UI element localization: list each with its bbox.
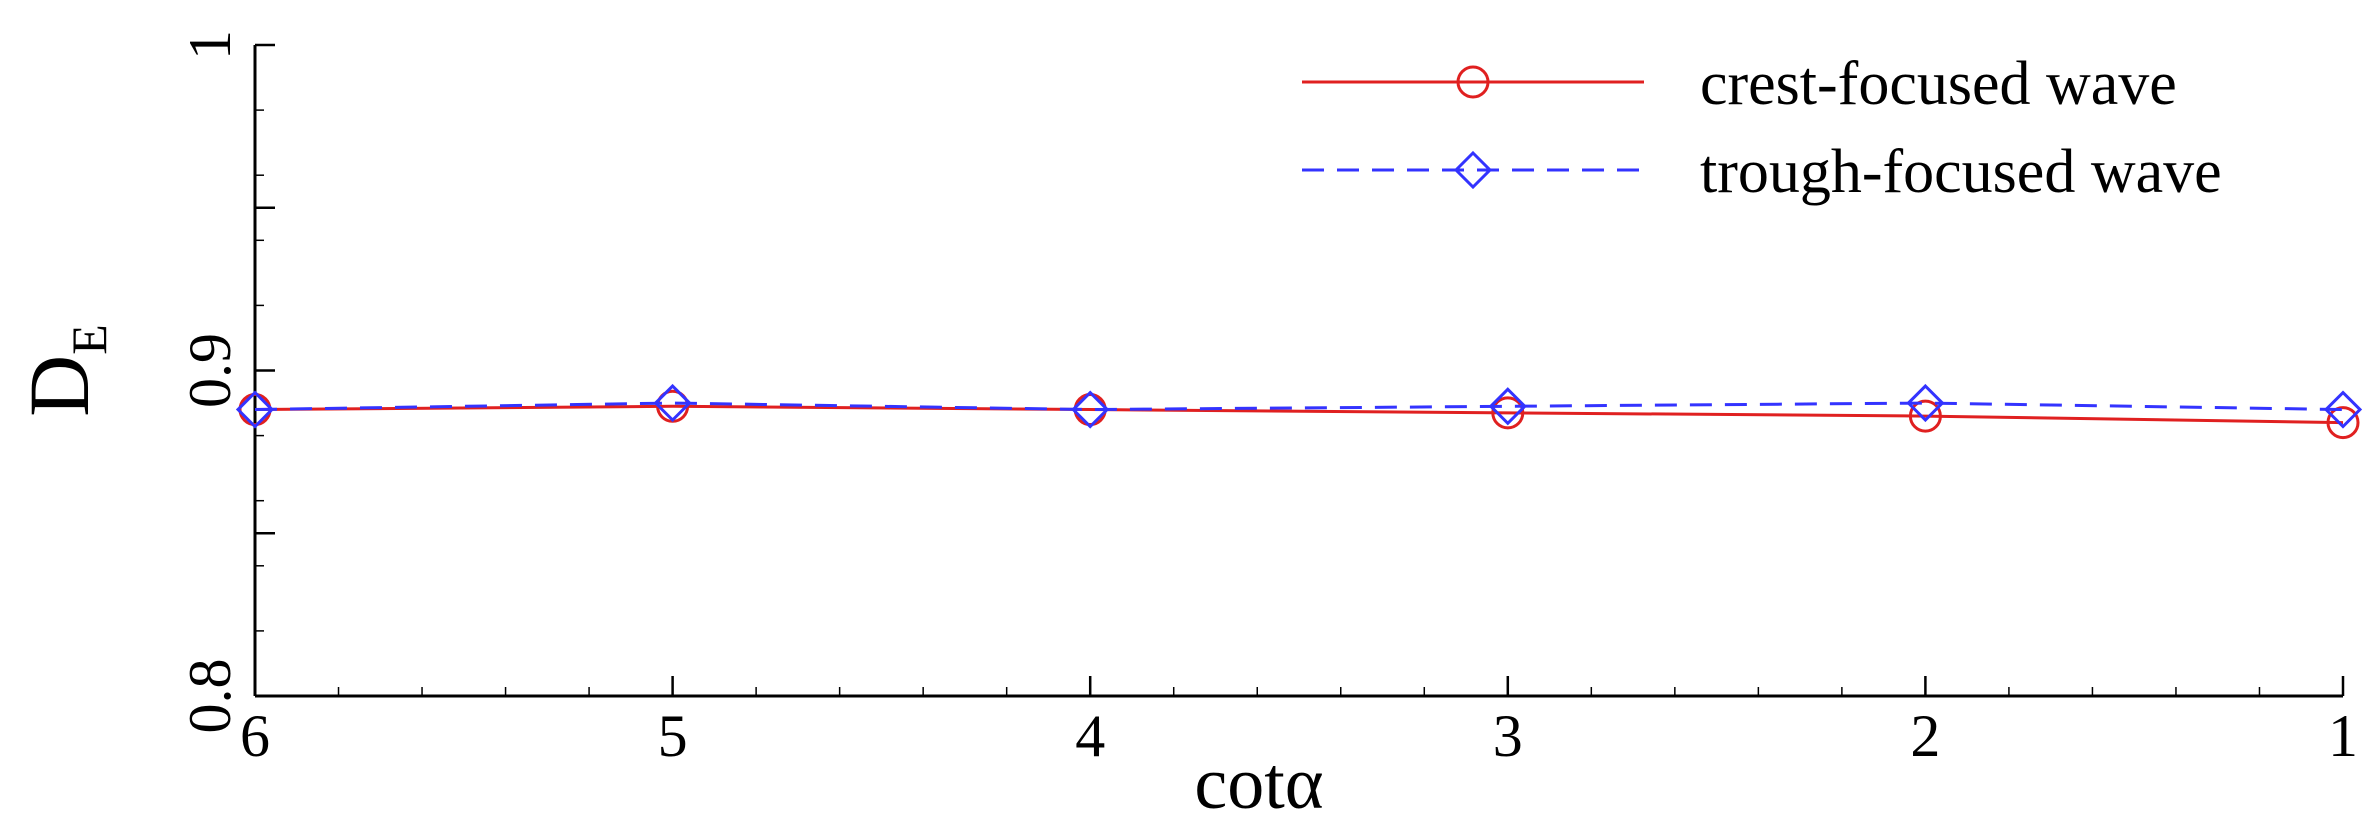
- axes: 6 5 4 3 2 1 0.8 0.9 1 cotα DE: [11, 30, 2358, 819]
- legend-label: trough-focused wave: [1700, 138, 2222, 206]
- x-tick-label: 6: [240, 703, 270, 769]
- circle-marker: [2326, 406, 2360, 440]
- circle-marker: [1491, 396, 1525, 430]
- circle-marker: [1456, 65, 1490, 99]
- diamond-marker: [2323, 390, 2363, 429]
- diamond-marker: [1071, 390, 1110, 429]
- y-tick-label: 0.8: [177, 659, 243, 734]
- series-1: [238, 389, 2360, 440]
- legend: crest-focused wave trough-focused wave: [1302, 50, 2222, 206]
- diamond-marker: [235, 390, 275, 429]
- legend-label: crest-focused wave: [1700, 50, 2177, 118]
- y-tick-label: 0.9: [177, 333, 243, 408]
- legend-item-2: trough-focused wave: [1302, 138, 2222, 206]
- x-tick-label: 2: [1910, 703, 1940, 769]
- series-layer: [235, 383, 2363, 440]
- x-tick-label: 5: [658, 703, 688, 769]
- diamond-marker: [1906, 383, 1945, 423]
- y-tick-label: 1: [177, 30, 243, 60]
- diamond-marker: [1453, 150, 1493, 190]
- diamond-marker: [1488, 387, 1527, 426]
- series-2: [235, 383, 2363, 429]
- x-tick-label: 3: [1493, 703, 1523, 769]
- diamond-marker: [653, 383, 692, 423]
- y-axis-label: DE: [11, 324, 117, 417]
- x-axis-label: cotα: [1194, 743, 1323, 819]
- x-tick-label: 1: [2328, 703, 2358, 769]
- x-tick-label: 4: [1075, 703, 1105, 769]
- circle-marker: [1908, 399, 1942, 433]
- legend-item-1: crest-focused wave: [1302, 50, 2177, 118]
- series-line: [254, 404, 2344, 425]
